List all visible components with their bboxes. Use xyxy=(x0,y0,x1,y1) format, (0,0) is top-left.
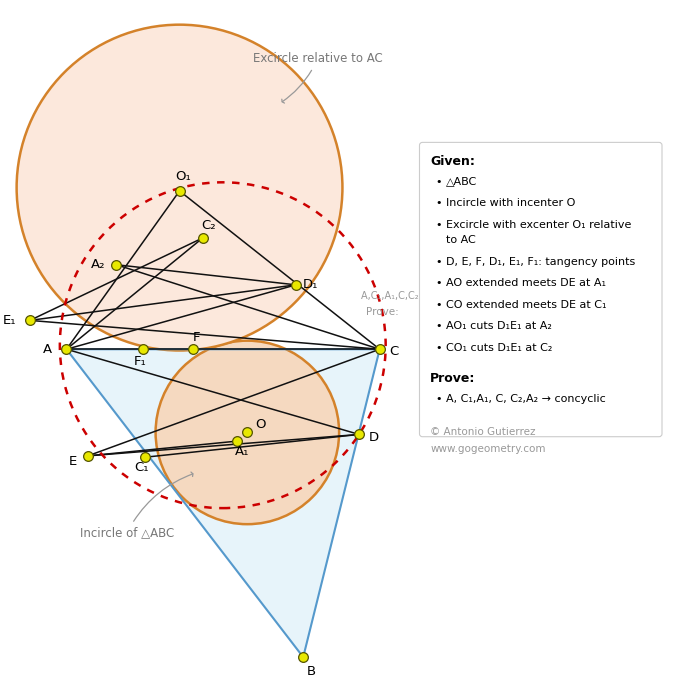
Text: •: • xyxy=(435,394,441,403)
Text: E₁: E₁ xyxy=(3,314,17,327)
Circle shape xyxy=(156,341,339,524)
Text: •: • xyxy=(435,220,441,230)
Text: B: B xyxy=(307,665,316,678)
Text: △ABC: △ABC xyxy=(446,176,477,187)
Text: A,C₁,A₁,C,C₂,A₂ = → concyclic: A,C₁,A₁,C,C₂,A₂ = → concyclic xyxy=(361,292,503,301)
Text: Given:: Given: xyxy=(430,155,475,168)
Text: D₁: D₁ xyxy=(303,279,318,292)
Text: A: A xyxy=(44,343,52,356)
Text: •: • xyxy=(435,176,441,187)
Text: A, C₁,A₁, C, C₂,A₂ → concyclic: A, C₁,A₁, C, C₂,A₂ → concyclic xyxy=(446,394,606,403)
Text: A₁: A₁ xyxy=(235,445,250,458)
Text: •: • xyxy=(435,279,441,288)
Polygon shape xyxy=(67,349,379,657)
Text: AO₁ cuts D₁E₁ at A₂: AO₁ cuts D₁E₁ at A₂ xyxy=(446,321,551,331)
Circle shape xyxy=(16,25,343,351)
Text: C₂: C₂ xyxy=(201,220,216,233)
Text: A₂: A₂ xyxy=(90,258,105,271)
Text: © Antonio Gutierrez: © Antonio Gutierrez xyxy=(430,427,536,437)
Text: O: O xyxy=(256,418,266,431)
Text: Incircle with incenter O: Incircle with incenter O xyxy=(446,198,575,208)
Text: AO extended meets DE at A₁: AO extended meets DE at A₁ xyxy=(446,279,606,288)
Text: E: E xyxy=(69,455,78,468)
Text: Prove:: Prove: xyxy=(366,307,398,317)
Text: D: D xyxy=(369,431,379,444)
Text: C: C xyxy=(390,346,399,358)
Text: CO₁ cuts D₁E₁ at C₂: CO₁ cuts D₁E₁ at C₂ xyxy=(446,343,552,353)
Text: C₁: C₁ xyxy=(135,462,149,475)
Text: D, E, F, D₁, E₁, F₁: tangency points: D, E, F, D₁, E₁, F₁: tangency points xyxy=(446,257,635,267)
Text: Incircle of △ABC: Incircle of △ABC xyxy=(80,472,193,539)
Text: •: • xyxy=(435,198,441,208)
Text: www.gogeometry.com: www.gogeometry.com xyxy=(430,444,546,453)
Text: •: • xyxy=(435,321,441,331)
Text: Excircle with excenter O₁ relative: Excircle with excenter O₁ relative xyxy=(446,220,631,230)
Text: O₁: O₁ xyxy=(175,169,190,182)
Text: •: • xyxy=(435,300,441,310)
Text: Excircle relative to AC: Excircle relative to AC xyxy=(253,52,382,103)
Text: F: F xyxy=(192,331,200,344)
Text: to AC: to AC xyxy=(446,235,475,246)
Text: F₁: F₁ xyxy=(133,355,146,368)
Text: CO extended meets DE at C₁: CO extended meets DE at C₁ xyxy=(446,300,607,310)
FancyBboxPatch shape xyxy=(420,143,662,437)
Text: •: • xyxy=(435,343,441,353)
Text: •: • xyxy=(435,257,441,267)
Text: Prove:: Prove: xyxy=(430,372,475,385)
